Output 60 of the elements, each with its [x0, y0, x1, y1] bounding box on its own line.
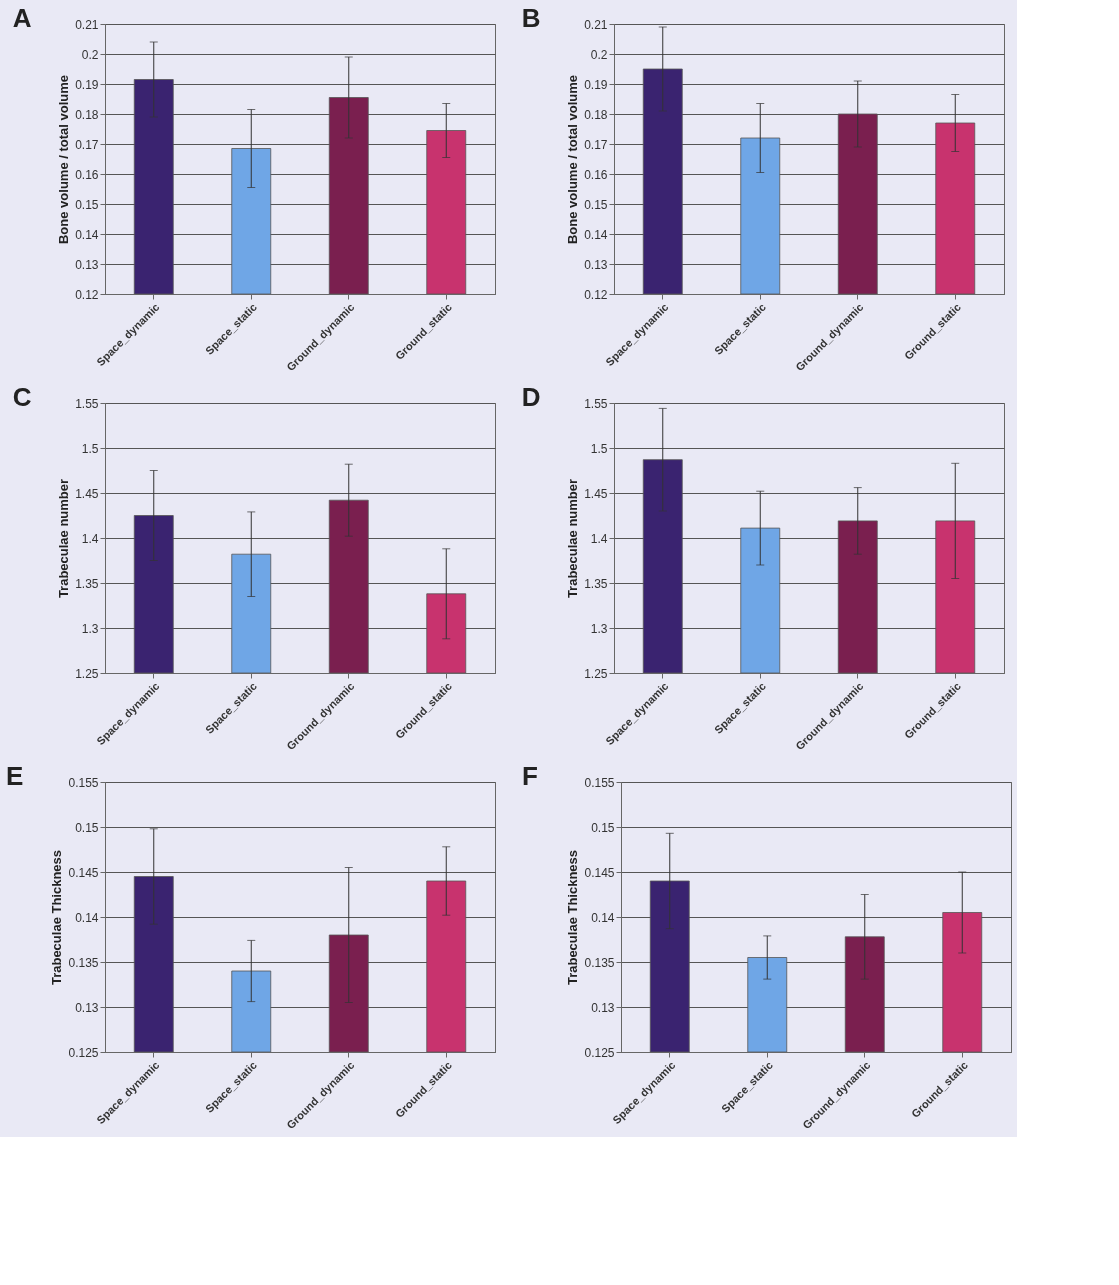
- y-tick-label: 0.14: [591, 910, 615, 925]
- y-tick-label: 1.25: [75, 666, 99, 681]
- y-axis-title: Bone volume / total volume: [56, 74, 72, 245]
- y-tick-label: 0.15: [75, 197, 99, 212]
- y-tick-label: 0.13: [584, 257, 608, 272]
- y-tick-label: 0.14: [584, 227, 608, 242]
- y-tick-label: 0.13: [75, 257, 99, 272]
- y-axis-title: Trabeculae number: [565, 478, 581, 599]
- y-tick-label: 0.16: [75, 167, 99, 182]
- y-tick-label: 0.15: [584, 197, 608, 212]
- y-tick-label: 0.15: [75, 820, 99, 835]
- y-tick-label: 1.5: [81, 441, 99, 456]
- y-tick-label: 0.13: [591, 1000, 615, 1015]
- y-tick-label: 0.19: [584, 77, 608, 92]
- y-tick-label: 0.12: [584, 287, 608, 302]
- y-tick-label: 0.125: [68, 1045, 99, 1060]
- y-tick-label: 0.14: [75, 227, 99, 242]
- y-tick-label: 0.155: [68, 775, 99, 790]
- y-tick-label: 1.35: [75, 576, 99, 591]
- y-tick-label: 1.55: [584, 396, 608, 411]
- y-tick-label: 1.5: [590, 441, 608, 456]
- chart-title: F: [521, 761, 538, 791]
- y-tick-label: 1.55: [75, 396, 99, 411]
- y-tick-label: 0.17: [584, 137, 608, 152]
- y-tick-label: 0.145: [584, 865, 615, 880]
- y-tick-label: 0.135: [68, 955, 99, 970]
- y-tick-label: 0.12: [75, 287, 99, 302]
- y-axis-title: Trabeculae Thickness: [565, 849, 581, 986]
- chart-title: B: [521, 3, 541, 33]
- y-tick-label: 1.3: [590, 621, 608, 636]
- y-tick-label: 0.21: [584, 17, 608, 32]
- y-tick-label: 0.18: [75, 107, 99, 122]
- y-tick-label: 1.4: [590, 531, 608, 546]
- y-tick-label: 1.3: [81, 621, 99, 636]
- y-tick-label: 0.2: [81, 47, 99, 62]
- y-tick-label: 0.14: [75, 910, 99, 925]
- y-tick-label: 0.16: [584, 167, 608, 182]
- y-tick-label: 1.45: [75, 486, 99, 501]
- y-tick-label: 1.45: [584, 486, 608, 501]
- y-axis-title: Bone volume / total volume: [565, 74, 581, 245]
- y-tick-label: 0.145: [68, 865, 99, 880]
- y-tick-label: 0.13: [75, 1000, 99, 1015]
- y-tick-label: 0.18: [584, 107, 608, 122]
- y-axis-title: Trabeculae number: [56, 478, 72, 599]
- y-tick-label: 1.35: [584, 576, 608, 591]
- chart-title: C: [12, 382, 32, 412]
- y-tick-label: 0.19: [75, 77, 99, 92]
- y-tick-label: 0.17: [75, 137, 99, 152]
- y-tick-label: 0.155: [584, 775, 615, 790]
- y-tick-label: 0.135: [584, 955, 615, 970]
- chart-title: A: [12, 3, 32, 33]
- y-axis-title: Trabeculae Thickness: [49, 849, 65, 986]
- chart-title: D: [521, 382, 541, 412]
- y-tick-label: 1.4: [81, 531, 99, 546]
- y-tick-label: 0.2: [590, 47, 608, 62]
- chart-title: E: [5, 761, 24, 791]
- y-tick-label: 0.125: [584, 1045, 615, 1060]
- y-tick-label: 0.15: [591, 820, 615, 835]
- y-tick-label: 0.21: [75, 17, 99, 32]
- y-tick-label: 1.25: [584, 666, 608, 681]
